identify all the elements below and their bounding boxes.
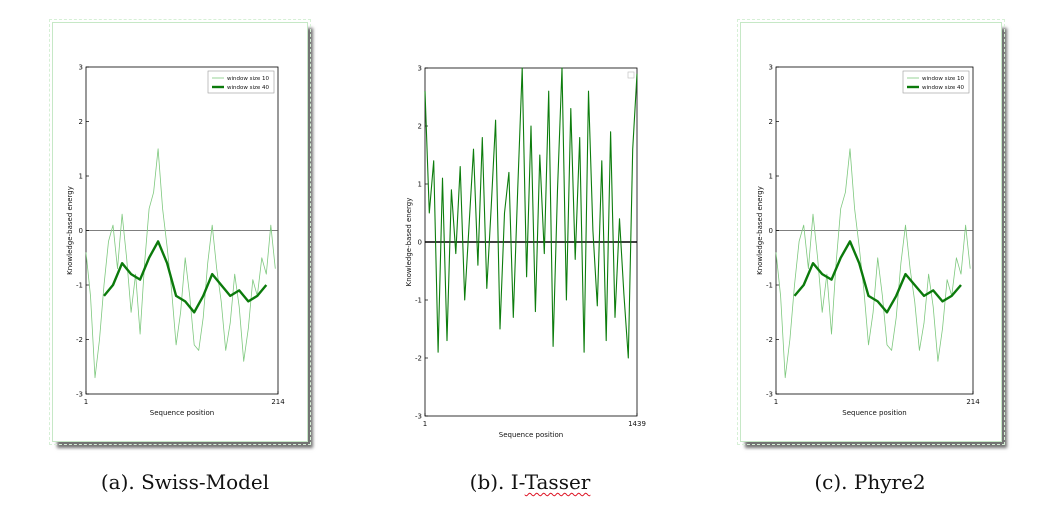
chart-swiss-model: -3 -2 -1 0 1 2 3 1 214 Sequence position Knowledge… — [66, 64, 285, 418]
caption-swiss-model: (a). Swiss-Model — [100, 470, 270, 494]
y-tick-label: -3 — [766, 391, 773, 399]
legend-box — [207, 70, 275, 94]
y-tick-label: -2 — [415, 355, 422, 363]
x-tick-label: 214 — [966, 398, 980, 406]
chart-panel-swiss-model: -3 -2 -1 0 1 2 3 1 214 Sequence position Knowledge… — [49, 19, 311, 445]
y-tick-label: 1 — [418, 181, 422, 189]
y-tick-label: 2 — [79, 118, 83, 126]
y-tick-label: 0 — [418, 239, 422, 247]
y-tick-label: -2 — [76, 336, 83, 344]
y-tick-label: -1 — [415, 297, 422, 305]
y-axis-label: Knowledge-based energy — [405, 198, 413, 287]
y-tick-label: 1 — [79, 173, 83, 181]
y-tick-label: 0 — [769, 227, 773, 235]
caption-i-tasser: (b). I-Tasser — [400, 470, 660, 494]
legend-entry-2: window size 40 — [227, 85, 270, 91]
y-tick-label: -3 — [415, 413, 422, 421]
x-axis-label: Sequence position — [499, 431, 563, 439]
y-tick-label: -1 — [766, 282, 773, 290]
legend-entry-1: window size 10 — [922, 76, 965, 82]
y-tick-label: 3 — [79, 64, 83, 72]
legend-entry-1: window size 10 — [227, 76, 270, 82]
y-axis-label: Knowledge-based energy — [756, 186, 764, 275]
y-tick-label: 3 — [418, 65, 422, 73]
series-line-1 — [85, 148, 276, 379]
legend-box — [902, 70, 970, 94]
y-tick-label: 2 — [418, 123, 422, 131]
y-axis-label: Knowledge-based energy — [66, 186, 74, 275]
x-tick-label: 1 — [774, 398, 778, 406]
series-line-2 — [103, 240, 268, 314]
series-line-2 — [793, 240, 962, 314]
x-tick-label: 1439 — [628, 420, 646, 428]
y-tick-label: 0 — [79, 227, 83, 235]
y-tick-label: -3 — [76, 391, 83, 399]
x-axis-label: Sequence position — [150, 409, 214, 417]
y-tick-label: 3 — [769, 64, 773, 72]
caption-i-tasser-underlined: Tasser — [524, 470, 591, 494]
chart-panel-i-tasser: -3 -2 -1 0 1 2 3 1 1439 Sequence position Knowledg… — [380, 50, 660, 450]
y-tick-label: 1 — [769, 173, 773, 181]
series-line-1 — [424, 67, 638, 359]
x-axis-label: Sequence position — [842, 409, 906, 417]
caption-phyre2: (c). Phyre2 — [814, 470, 926, 494]
y-tick-label: -2 — [766, 336, 773, 344]
legend-entry-2: window size 40 — [922, 85, 965, 91]
y-tick-label: -1 — [76, 282, 83, 290]
x-tick-label: 214 — [271, 398, 285, 406]
chart-i-tasser: -3 -2 -1 0 1 2 3 1 1439 Sequence position Knowledg… — [405, 65, 646, 440]
legend-box — [627, 71, 635, 79]
x-tick-label: 1 — [84, 398, 88, 406]
caption-i-tasser-text: (b). I-Tasser — [469, 470, 591, 494]
chart-panel-phyre2: -3 -2 -1 0 1 2 3 1 214 Sequence position Knowledge… — [737, 19, 1005, 445]
y-tick-label: 2 — [769, 118, 773, 126]
chart-phyre2: -3 -2 -1 0 1 2 3 1 214 Sequence position Knowledge… — [756, 64, 980, 418]
series-line-1 — [775, 148, 971, 379]
x-tick-label: 1 — [423, 420, 427, 428]
